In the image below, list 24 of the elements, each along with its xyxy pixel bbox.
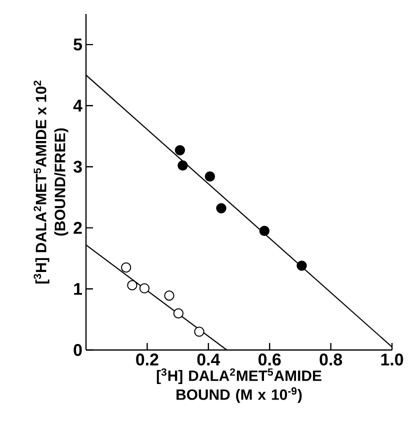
- y-tick-label: 0: [74, 344, 82, 356]
- point: [204, 171, 216, 182]
- point: [178, 160, 188, 171]
- point: [173, 308, 184, 318]
- y-tick-label: 1: [74, 283, 82, 295]
- point: [194, 326, 204, 337]
- point: [259, 226, 270, 236]
- point: [164, 290, 174, 301]
- y-tick-label: 5: [74, 38, 82, 50]
- point: [216, 203, 226, 214]
- x-tick-label: 0.8: [320, 354, 342, 366]
- point: [127, 280, 138, 290]
- point: [174, 145, 186, 156]
- y-tick-label: 2: [74, 222, 82, 234]
- point: [120, 262, 132, 273]
- point: [139, 283, 150, 294]
- x-tick-label: 0.2: [136, 354, 158, 366]
- y-tick-label: 3: [73, 160, 82, 173]
- y-tick-label: 4: [73, 100, 82, 112]
- x-tick-label: 0.6: [258, 354, 281, 366]
- x-tick-label: 1.0: [381, 354, 404, 366]
- x-tick-label: 0.4: [197, 354, 220, 366]
- text: [$^{3}$H] DALA$^{2}$MET$^{5}$AMIDE BOUND (M x 10$^{-9}$): [156, 368, 322, 403]
- point: [296, 260, 307, 271]
